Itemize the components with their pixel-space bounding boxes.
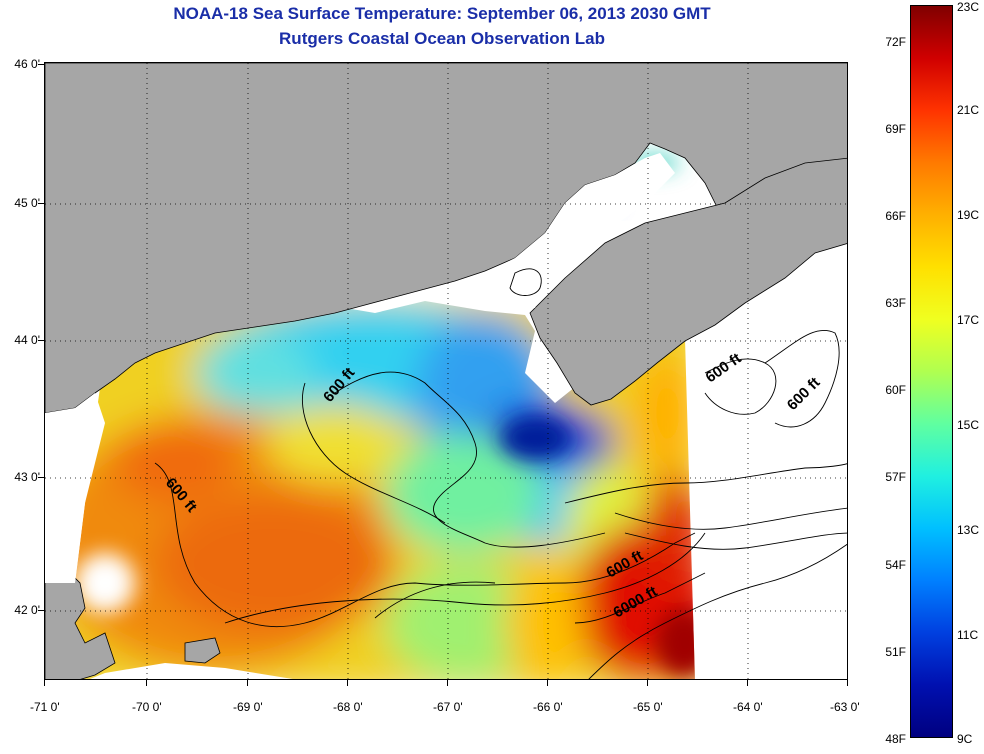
- tick-mark: [38, 64, 44, 65]
- colorbar-c-label: 11C: [957, 628, 979, 642]
- sst-map: 600 ft 600 ft 600 ft 600 ft 600 ft 6000 …: [44, 62, 848, 680]
- tick-mark: [547, 680, 548, 686]
- tick-mark: [38, 340, 44, 341]
- colorbar-c-label: 9C: [957, 732, 973, 746]
- lon-label: -65 0': [633, 700, 663, 714]
- colorbar-f-label: 48F: [885, 732, 906, 746]
- colorbar-f-label: 51F: [885, 645, 906, 659]
- map-canvas: 600 ft 600 ft 600 ft 600 ft 600 ft 6000 …: [45, 63, 847, 679]
- tick-mark: [347, 680, 348, 686]
- colorbar-f-label: 69F: [885, 122, 906, 136]
- tick-mark: [38, 610, 44, 611]
- grid-lines: [45, 63, 847, 679]
- lon-label: -70 0': [132, 700, 162, 714]
- map-subtitle: Rutgers Coastal Ocean Observation Lab: [279, 29, 605, 48]
- colorbar-c-label: 15C: [957, 418, 980, 432]
- lat-label: 45 0': [14, 196, 40, 210]
- colorbar-c-label: 23C: [957, 0, 980, 14]
- lon-label: -64 0': [733, 700, 763, 714]
- colorbar-c-label: 19C: [957, 208, 980, 222]
- colorbar-f-label: 66F: [885, 209, 906, 223]
- colorbar-f-label: 63F: [885, 296, 906, 310]
- lat-label: 46 0': [14, 57, 40, 71]
- no-data: [45, 153, 847, 679]
- colorbar-f-label: 54F: [885, 558, 906, 572]
- tick-mark: [747, 680, 748, 686]
- tick-mark: [847, 680, 848, 686]
- lon-label: -63 0': [830, 700, 860, 714]
- tick-mark: [44, 680, 45, 686]
- lat-label: 43 0': [14, 470, 40, 484]
- tick-mark: [146, 680, 147, 686]
- colorbar: [910, 5, 953, 738]
- tick-mark: [38, 477, 44, 478]
- colorbar-f-label: 57F: [885, 470, 906, 484]
- colorbar-f-label: 72F: [885, 35, 906, 49]
- tick-mark: [38, 203, 44, 204]
- lon-label: -68 0': [333, 700, 363, 714]
- colorbar-c-label: 17C: [957, 313, 980, 327]
- colorbar-f-label: 60F: [885, 383, 906, 397]
- lon-label: -67 0': [433, 700, 463, 714]
- colorbar-c-label: 21C: [957, 103, 980, 117]
- lon-label: -69 0': [233, 700, 263, 714]
- colorbar-c-label: 13C: [957, 523, 980, 537]
- tick-mark: [447, 680, 448, 686]
- land: [45, 63, 847, 679]
- tick-mark: [247, 680, 248, 686]
- lat-label: 44 0': [14, 333, 40, 347]
- lat-label: 42 0': [14, 603, 40, 617]
- tick-mark: [647, 680, 648, 686]
- map-title: NOAA-18 Sea Surface Temperature: Septemb…: [173, 4, 711, 23]
- bathymetry-contours: [154, 268, 847, 679]
- lon-label: -66 0': [533, 700, 563, 714]
- lon-label: -71 0': [30, 700, 60, 714]
